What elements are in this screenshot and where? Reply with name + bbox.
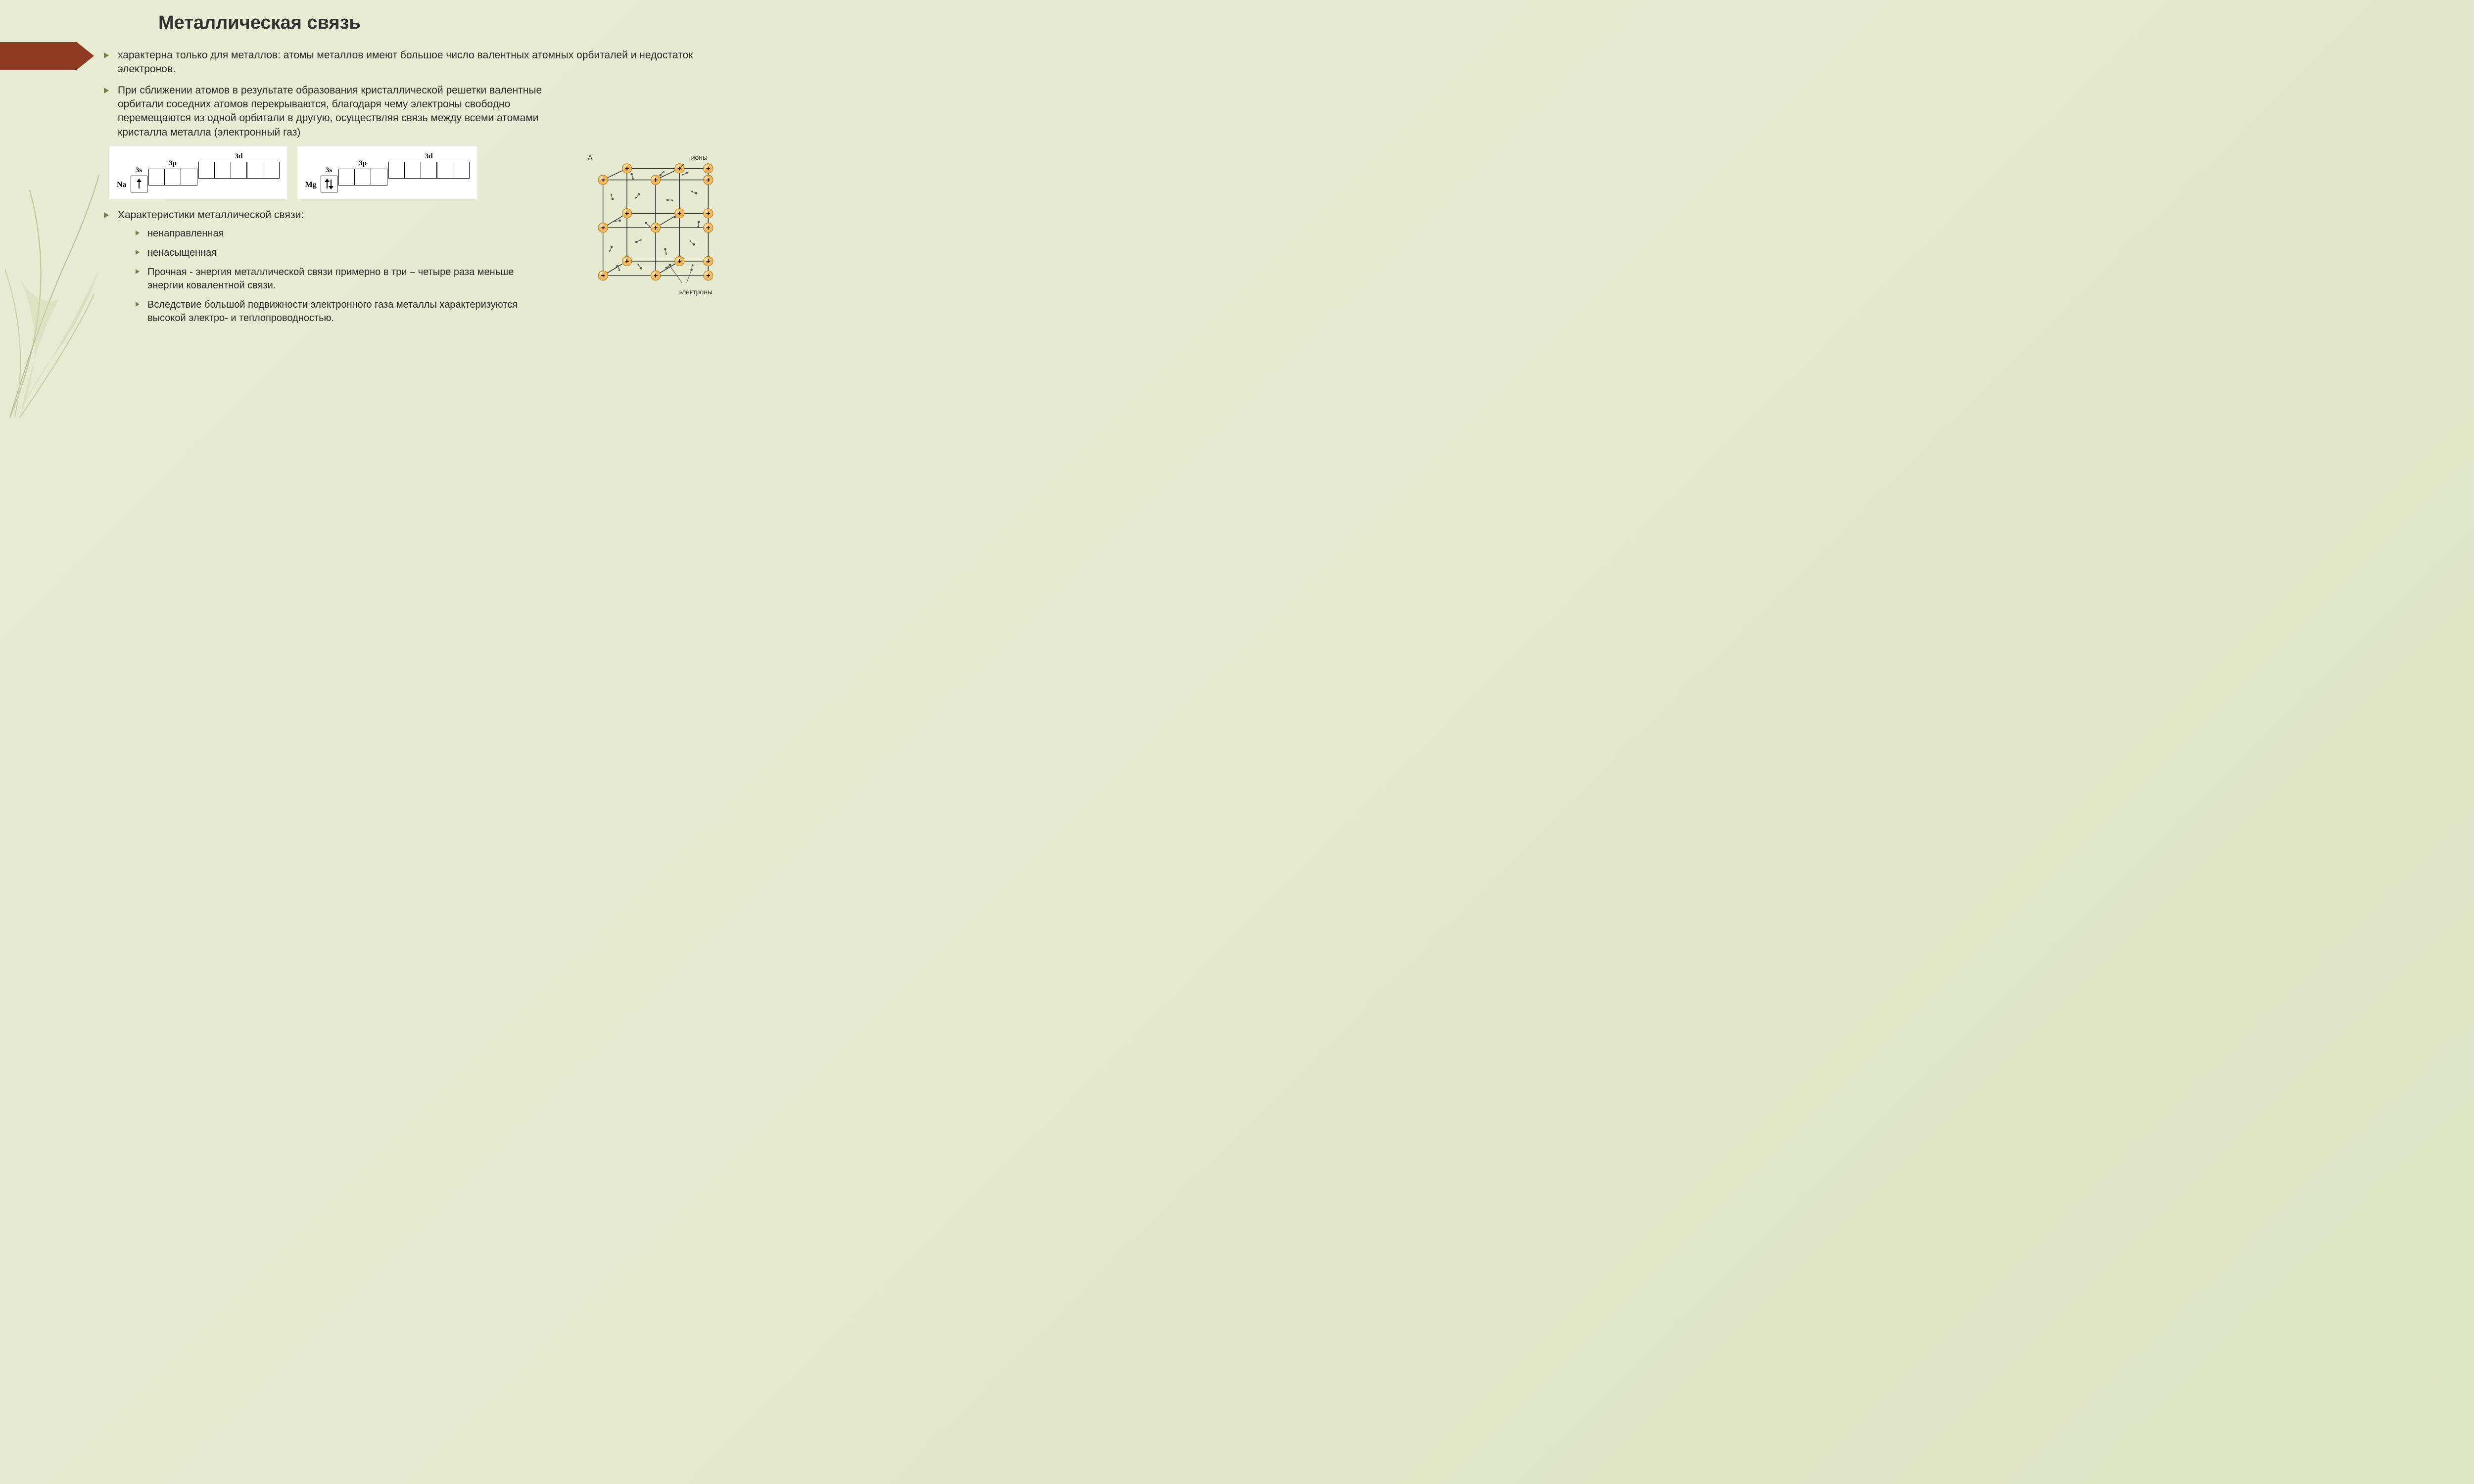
bullet-item: При сближении атомов в результате образо… <box>104 84 549 139</box>
element-label: Mg <box>305 181 317 189</box>
orbital-boxes <box>131 176 147 192</box>
main-bullet-list: характерна только для металлов: атомы ме… <box>104 48 698 139</box>
orbital-box <box>214 162 231 179</box>
lattice-label-a: А <box>588 153 592 161</box>
sub-bullet-text: ненаправленная <box>147 228 224 239</box>
electron-spin-up-icon <box>137 179 141 189</box>
element-label: Na <box>117 181 127 189</box>
sub-bullet-item: Вследствие большой подвижности электронн… <box>136 298 539 325</box>
orbital-box <box>421 162 437 179</box>
orbital-diagram-na: Na 3s 3p 3d <box>109 146 287 199</box>
orbital-box <box>148 169 165 186</box>
sub-bullet-text: ненасыщенная <box>147 247 217 258</box>
orbital-level-3p: 3p <box>148 159 197 186</box>
orbital-label: 3p <box>359 159 367 168</box>
bullet-text: характерна только для металлов: атомы ме… <box>118 49 693 75</box>
orbital-label: 3d <box>235 152 243 161</box>
sub-bullet-item: ненасыщенная <box>136 246 539 260</box>
sub-bullet-list: ненаправленная ненасыщенная Прочная - эн… <box>136 227 539 325</box>
orbital-box <box>321 176 337 192</box>
orbital-label: 3s <box>136 166 142 175</box>
sub-bullet-item: ненаправленная <box>136 227 539 240</box>
accent-arrow-icon <box>0 42 94 70</box>
bullet-text: Характеристики металлической связи: <box>118 209 304 221</box>
lattice-label-electrons: электроны <box>678 288 713 296</box>
slide: Металлическая связь характерна только дл… <box>0 0 742 417</box>
orbital-level-3p: 3p <box>338 159 387 186</box>
orbital-box <box>388 162 405 179</box>
orbital-box <box>404 162 421 179</box>
orbital-box <box>436 162 453 179</box>
orbital-level-3s: 3s <box>131 166 147 192</box>
orbital-level-3s: 3s <box>321 166 337 192</box>
orbital-box <box>453 162 470 179</box>
orbital-diagram-mg: Mg 3s 3p 3d <box>297 146 477 199</box>
orbital-boxes <box>198 162 280 179</box>
orbital-label: 3p <box>169 159 177 168</box>
lattice-diagram: А ионы электроны <box>584 153 727 297</box>
slide-title: Металлическая связь <box>158 12 713 34</box>
orbital-label: 3d <box>425 152 433 161</box>
orbital-boxes <box>388 162 470 179</box>
orbital-boxes <box>321 176 337 192</box>
lattice-svg <box>584 162 727 288</box>
orbital-level-3d: 3d <box>388 152 470 179</box>
orbital-box <box>371 169 387 186</box>
orbital-boxes <box>148 169 197 186</box>
orbital-box <box>164 169 181 186</box>
orbital-box <box>263 162 280 179</box>
sub-bullet-item: Прочная - энергия металлической связи пр… <box>136 266 539 292</box>
orbital-box <box>354 169 371 186</box>
orbital-box <box>338 169 355 186</box>
bullet-text: При сближении атомов в результате образо… <box>118 85 542 138</box>
orbital-box <box>231 162 247 179</box>
orbital-box <box>131 176 147 192</box>
orbital-boxes <box>338 169 387 186</box>
bullet-item: характерна только для металлов: атомы ме… <box>104 48 698 77</box>
lattice-label-ions: ионы <box>691 153 708 161</box>
bullet-item: Характеристики металлической связи: нена… <box>104 208 539 325</box>
orbital-box <box>198 162 215 179</box>
orbital-box <box>181 169 197 186</box>
sub-bullet-text: Прочная - энергия металлической связи пр… <box>147 267 514 291</box>
orbital-level-3d: 3d <box>198 152 280 179</box>
sub-bullet-text: Вследствие большой подвижности электронн… <box>147 299 518 324</box>
orbital-box <box>246 162 263 179</box>
orbital-label: 3s <box>326 166 332 175</box>
electron-spin-down-icon <box>329 179 333 189</box>
